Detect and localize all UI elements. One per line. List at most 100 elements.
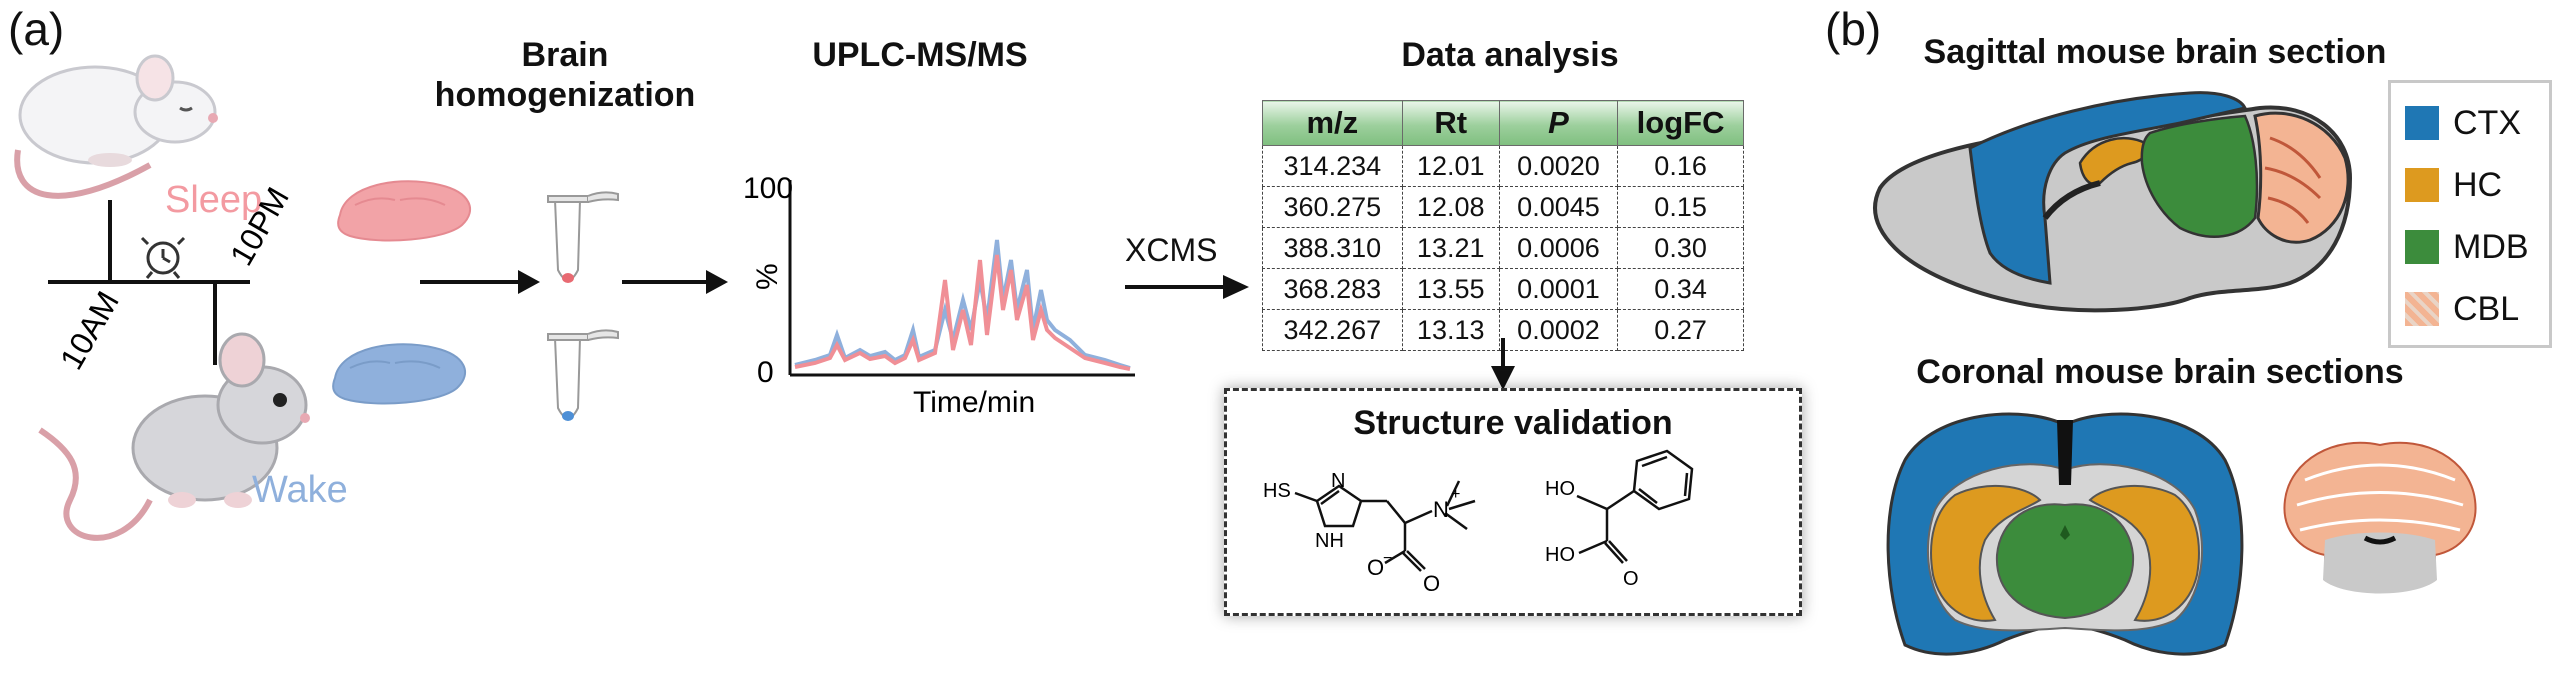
table-cell: 0.27 [1617,309,1744,351]
legend-item-ctx: CTX [2405,103,2521,143]
mol1-plus: + [1451,486,1460,503]
metabolite-table: m/z Rt P logFC 314.234 12.01 0.0020 0.16… [1262,100,1744,351]
hc-swatch [2405,168,2439,202]
sleep-tube-icon [547,191,619,283]
coronal-hc-right [2088,484,2200,622]
table-cell: 0.30 [1617,227,1744,269]
wake-brain-icon [332,343,467,405]
molecule-2 [1576,449,1694,564]
table-cell: 368.283 [1262,268,1403,310]
mol2-ho-top: HO [1545,478,1575,500]
mdb-swatch [2405,230,2439,264]
table-cell: 13.55 [1401,268,1500,310]
table-cell: 13.21 [1401,227,1500,269]
table-row: 342.267 13.13 0.0002 0.27 [1262,309,1744,351]
sagittal-cbl [2253,111,2350,244]
sleep-brain-icon [337,180,472,242]
coronal-forebrain-section [1886,412,2244,656]
brain-homogenization-heading: Brain homogenization [434,36,696,114]
column-header-mz: m/z [1262,100,1403,146]
legend-item-hc: HC [2405,165,2502,205]
table-header-row: m/z Rt P logFC [1262,100,1744,146]
column-header-rt: Rt [1401,100,1500,146]
cerebellum-folia [2264,136,2322,224]
structure-validation-box: Structure validation HS N NH N + O − O [1224,388,1802,616]
table-cell: 0.0045 [1498,186,1619,228]
table-cell: 0.0001 [1498,268,1619,310]
panel-b-label: (b) [1825,3,1882,55]
table-row: 314.234 12.01 0.0020 0.16 [1262,145,1744,187]
ctx-swatch [2405,106,2439,140]
coronal-mdb [1995,503,2135,620]
chromatogram-y-axis-label: % [751,263,784,290]
table-row: 360.275 12.08 0.0045 0.15 [1262,186,1744,228]
table-row: 388.310 13.21 0.0006 0.30 [1262,227,1744,269]
mol1-nh: NH [1315,530,1344,552]
table-cell: 360.275 [1262,186,1403,228]
table-cell: 12.01 [1401,145,1500,187]
timeline [48,200,250,365]
table-cell: 314.234 [1262,145,1403,187]
sleep-wake-illustration: Sleep 10AM 10PM Wake [14,54,728,541]
alarm-clock-icon [140,236,186,279]
mol1-minus: − [1383,550,1392,567]
legend-label-cbl: CBL [2453,289,2520,328]
table-cell: 0.16 [1617,145,1744,187]
chromatogram-y-min: 0 [757,356,774,389]
column-header-logfc: logFC [1617,100,1744,146]
wake-mouse-icon [38,332,310,541]
sagittal-mdb [2140,114,2259,238]
sleep-label: Sleep [165,179,262,221]
legend-label-ctx: CTX [2453,103,2521,142]
legend-item-cbl: CBL [2405,289,2519,329]
table-cell: 0.0002 [1498,309,1619,351]
sleeping-mouse-icon [14,54,218,199]
coronal-title: Coronal mouse brain sections [1916,353,2404,391]
coronal-hc-left [1930,484,2042,622]
mol1-n: N [1331,470,1345,492]
legend-label-mdb: MDB [2453,227,2529,266]
coronal-cerebellum-section [2283,441,2477,594]
legend-item-mdb: MDB [2405,227,2529,267]
chromatogram-x-axis-label: Time/min [913,386,1035,419]
validation-arrow [1491,338,1515,390]
table-cell: 0.0020 [1498,145,1619,187]
mol1-o: O [1423,571,1440,596]
xcms-arrow [1125,275,1249,299]
data-analysis-heading: Data analysis [1401,36,1619,74]
mol2-ho-bottom: HO [1545,544,1575,566]
mol1-o-minus: O [1367,555,1384,580]
chromatogram-y-max: 100 [743,172,793,205]
wake-trace [794,239,1131,370]
legend-label-hc: HC [2453,165,2503,204]
column-header-p: P [1498,100,1619,146]
table-cell: 12.08 [1401,186,1500,228]
chromatogram: 100 0 % Time/min [743,172,1135,419]
uplc-heading: UPLC-MS/MS [812,36,1028,74]
xcms-label: XCMS [1125,232,1218,268]
sagittal-title: Sagittal mouse brain section [1923,33,2387,71]
panel-a-label: (a) [8,3,65,55]
mol1-nplus: N [1433,497,1449,522]
mol1-hs: HS [1263,480,1291,502]
cerebellum-folia-coronal [2296,463,2464,532]
table-cell: 342.267 [1262,309,1403,351]
sagittal-ctx [1968,91,2248,285]
table-cell: 0.0006 [1498,227,1619,269]
molecule-structures: HS N NH N + O − O HO HO O [1263,449,1694,596]
molecule-1 [1294,480,1476,572]
sleep-trace [794,254,1131,371]
table-cell: 0.34 [1617,268,1744,310]
cbl-swatch [2405,292,2439,326]
structure-validation-title: Structure validation [1353,404,1673,442]
wake-tube-icon [547,329,619,421]
region-legend: CTX HC MDB CBL [2388,80,2552,348]
arrow-to-chromatogram [622,270,728,294]
mol2-o: O [1623,568,1639,590]
time-am-label: 10AM [53,285,126,375]
arrow-to-tubes [420,270,540,294]
table-cell: 13.13 [1401,309,1500,351]
sagittal-brain-section [1873,91,2353,313]
table-cell: 0.15 [1617,186,1744,228]
table-row: 368.283 13.55 0.0001 0.34 [1262,268,1744,310]
